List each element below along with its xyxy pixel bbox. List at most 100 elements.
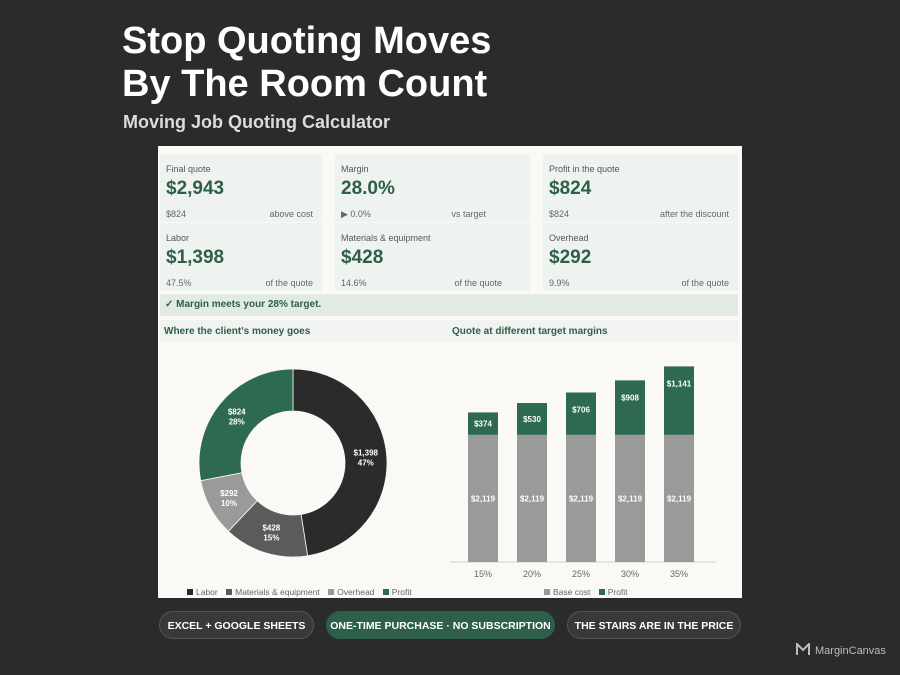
stacked-bar-chart: $2,119 $374 $2,119 $530 $2,119 $706 $2,119 $908… — [450, 366, 716, 579]
bar-value-label: $1,141 — [667, 379, 692, 388]
donut-percent-label: 47% — [358, 458, 374, 467]
x-tick-label: 20% — [523, 569, 541, 579]
legend-item-overhead: Overhead — [328, 587, 374, 597]
legend-label: Profit — [391, 587, 412, 597]
x-tick-label: 25% — [572, 569, 590, 579]
donut-slice-3 — [198, 368, 294, 482]
legend-label: Labor — [196, 587, 218, 597]
kpi-sub-note: of the quote — [265, 278, 313, 288]
legend-swatch — [382, 589, 389, 595]
kpi-sub-note: vs target — [451, 209, 486, 219]
kpi-card-profit: Profit in the quote $824 $824 after the … — [543, 154, 738, 222]
kpi-label: Final quote — [166, 164, 211, 174]
kpi-card-margin: Margin 28.0% ▶ 0.0% vs target — [335, 154, 530, 222]
kpi-sub-note: after the discount — [659, 209, 729, 219]
bar-value-label: $2,119 — [520, 494, 545, 503]
donut-percent-label: 28% — [229, 417, 245, 426]
kpi-value: $2,943 — [166, 178, 225, 199]
legend-swatch — [328, 589, 335, 595]
legend-swatch — [226, 589, 233, 595]
bar-section-title: Quote at different target margins — [452, 326, 608, 337]
x-tick-label: 30% — [621, 569, 639, 579]
bar-value-label: $530 — [523, 415, 541, 424]
kpi-value: 28.0% — [341, 178, 395, 199]
donut-value-label: $1,398 — [354, 448, 379, 457]
donut-percent-label: 10% — [221, 499, 237, 508]
kpi-card-overhead: Overhead $292 9.9% of the quote — [543, 223, 738, 291]
brand-logo: MarginCanvas — [796, 643, 886, 657]
kpi-sub: 47.5% — [166, 278, 192, 288]
donut-legend: Labor Materials & equipment Overhead Pro… — [187, 587, 418, 597]
section-header-bar: Where the client's money goes Quote at d… — [160, 320, 738, 342]
kpi-sub-note: of the quote — [454, 278, 502, 288]
bar-base-cost-1 — [517, 434, 547, 562]
bar-profit-4 — [664, 366, 694, 435]
bar-value-label: $2,119 — [618, 494, 643, 503]
legend-label: Profit — [607, 587, 628, 597]
bar-base-cost-2 — [566, 434, 596, 562]
kpi-sub: $824 — [549, 209, 570, 219]
bar-value-label: $2,119 — [471, 494, 496, 503]
kpi-sub-note: above cost — [269, 209, 313, 219]
bar-profit-1 — [517, 403, 547, 435]
hero-subtitle: Moving Job Quoting Calculator — [123, 112, 390, 132]
bar-base-cost-4 — [664, 434, 694, 562]
kpi-label: Materials & equipment — [341, 233, 431, 243]
legend-item-profit: Profit — [382, 587, 412, 597]
bar-value-label: $2,119 — [667, 494, 692, 503]
pill-one-time-purchase: ONE-TIME PURCHASE · NO SUBSCRIPTION — [326, 611, 555, 639]
kpi-value: $428 — [341, 247, 384, 268]
kpi-label: Margin — [341, 164, 369, 174]
donut-value-label: $292 — [220, 489, 238, 498]
donut-value-label: $428 — [262, 524, 280, 533]
kpi-sub: $824 — [166, 209, 187, 219]
bar-base-cost-3 — [615, 434, 645, 562]
donut-section-title: Where the client's money goes — [164, 326, 311, 337]
kpi-card-labor: Labor $1,398 47.5% of the quote — [160, 223, 322, 291]
donut-value-label: $824 — [228, 407, 246, 416]
bar-base-cost-0 — [468, 434, 498, 562]
brand-name: MarginCanvas — [815, 645, 886, 657]
bar-legend: Base cost Profit — [544, 587, 634, 597]
legend-label: Materials & equipment — [235, 587, 320, 597]
kpi-value: $292 — [549, 247, 592, 268]
bar-profit-0 — [468, 412, 498, 435]
legend-item-base-cost: Base cost — [544, 587, 590, 597]
kpi-label: Overhead — [549, 233, 589, 243]
kpi-sub: ▶ 0.0% — [341, 209, 371, 219]
donut-percent-label: 15% — [263, 534, 279, 543]
pill-stairs-in-price: THE STAIRS ARE IN THE PRICE — [567, 611, 741, 639]
legend-label: Overhead — [337, 587, 375, 597]
legend-label: Base cost — [553, 587, 591, 597]
kpi-sub: 14.6% — [341, 278, 367, 288]
bar-value-label: $2,119 — [569, 494, 594, 503]
kpi-card-final-quote: Final quote $2,943 $824 above cost — [160, 154, 322, 222]
kpi-value: $824 — [549, 178, 592, 199]
legend-swatch — [544, 589, 550, 595]
bar-value-label: $374 — [474, 420, 492, 429]
hero-title-line2: By The Room Count — [122, 63, 488, 105]
legend-item-materials: Materials & equipment — [226, 587, 320, 597]
bar-value-label: $908 — [621, 393, 639, 402]
hero-title: Stop Quoting Moves By The Room Count — [122, 20, 491, 106]
kpi-label: Labor — [166, 233, 190, 243]
bar-profit-3 — [615, 380, 645, 435]
bar-profit-2 — [566, 392, 596, 435]
legend-swatch — [598, 589, 605, 595]
x-tick-label: 35% — [670, 569, 688, 579]
bar-value-label: $706 — [572, 406, 590, 415]
dashboard-sheet: Final quote $2,943 $824 above cost Margi… — [158, 146, 742, 598]
pill-excel-google-sheets: EXCEL + GOOGLE SHEETS — [159, 611, 314, 639]
margincanvas-logo-icon — [796, 643, 810, 655]
legend-item-profit: Profit — [598, 587, 628, 597]
kpi-sub-note: of the quote — [681, 278, 729, 288]
legend-item-labor: Labor — [187, 587, 218, 597]
kpi-card-materials: Materials & equipment $428 14.6% of the … — [335, 223, 530, 291]
hero-title-line1: Stop Quoting Moves — [122, 20, 492, 62]
legend-swatch — [187, 589, 193, 595]
kpi-value: $1,398 — [166, 247, 225, 268]
margin-status-banner: ✓ Margin meets your 28% target. — [160, 294, 738, 316]
donut-slice-0 — [292, 368, 388, 557]
x-tick-label: 15% — [474, 569, 492, 579]
